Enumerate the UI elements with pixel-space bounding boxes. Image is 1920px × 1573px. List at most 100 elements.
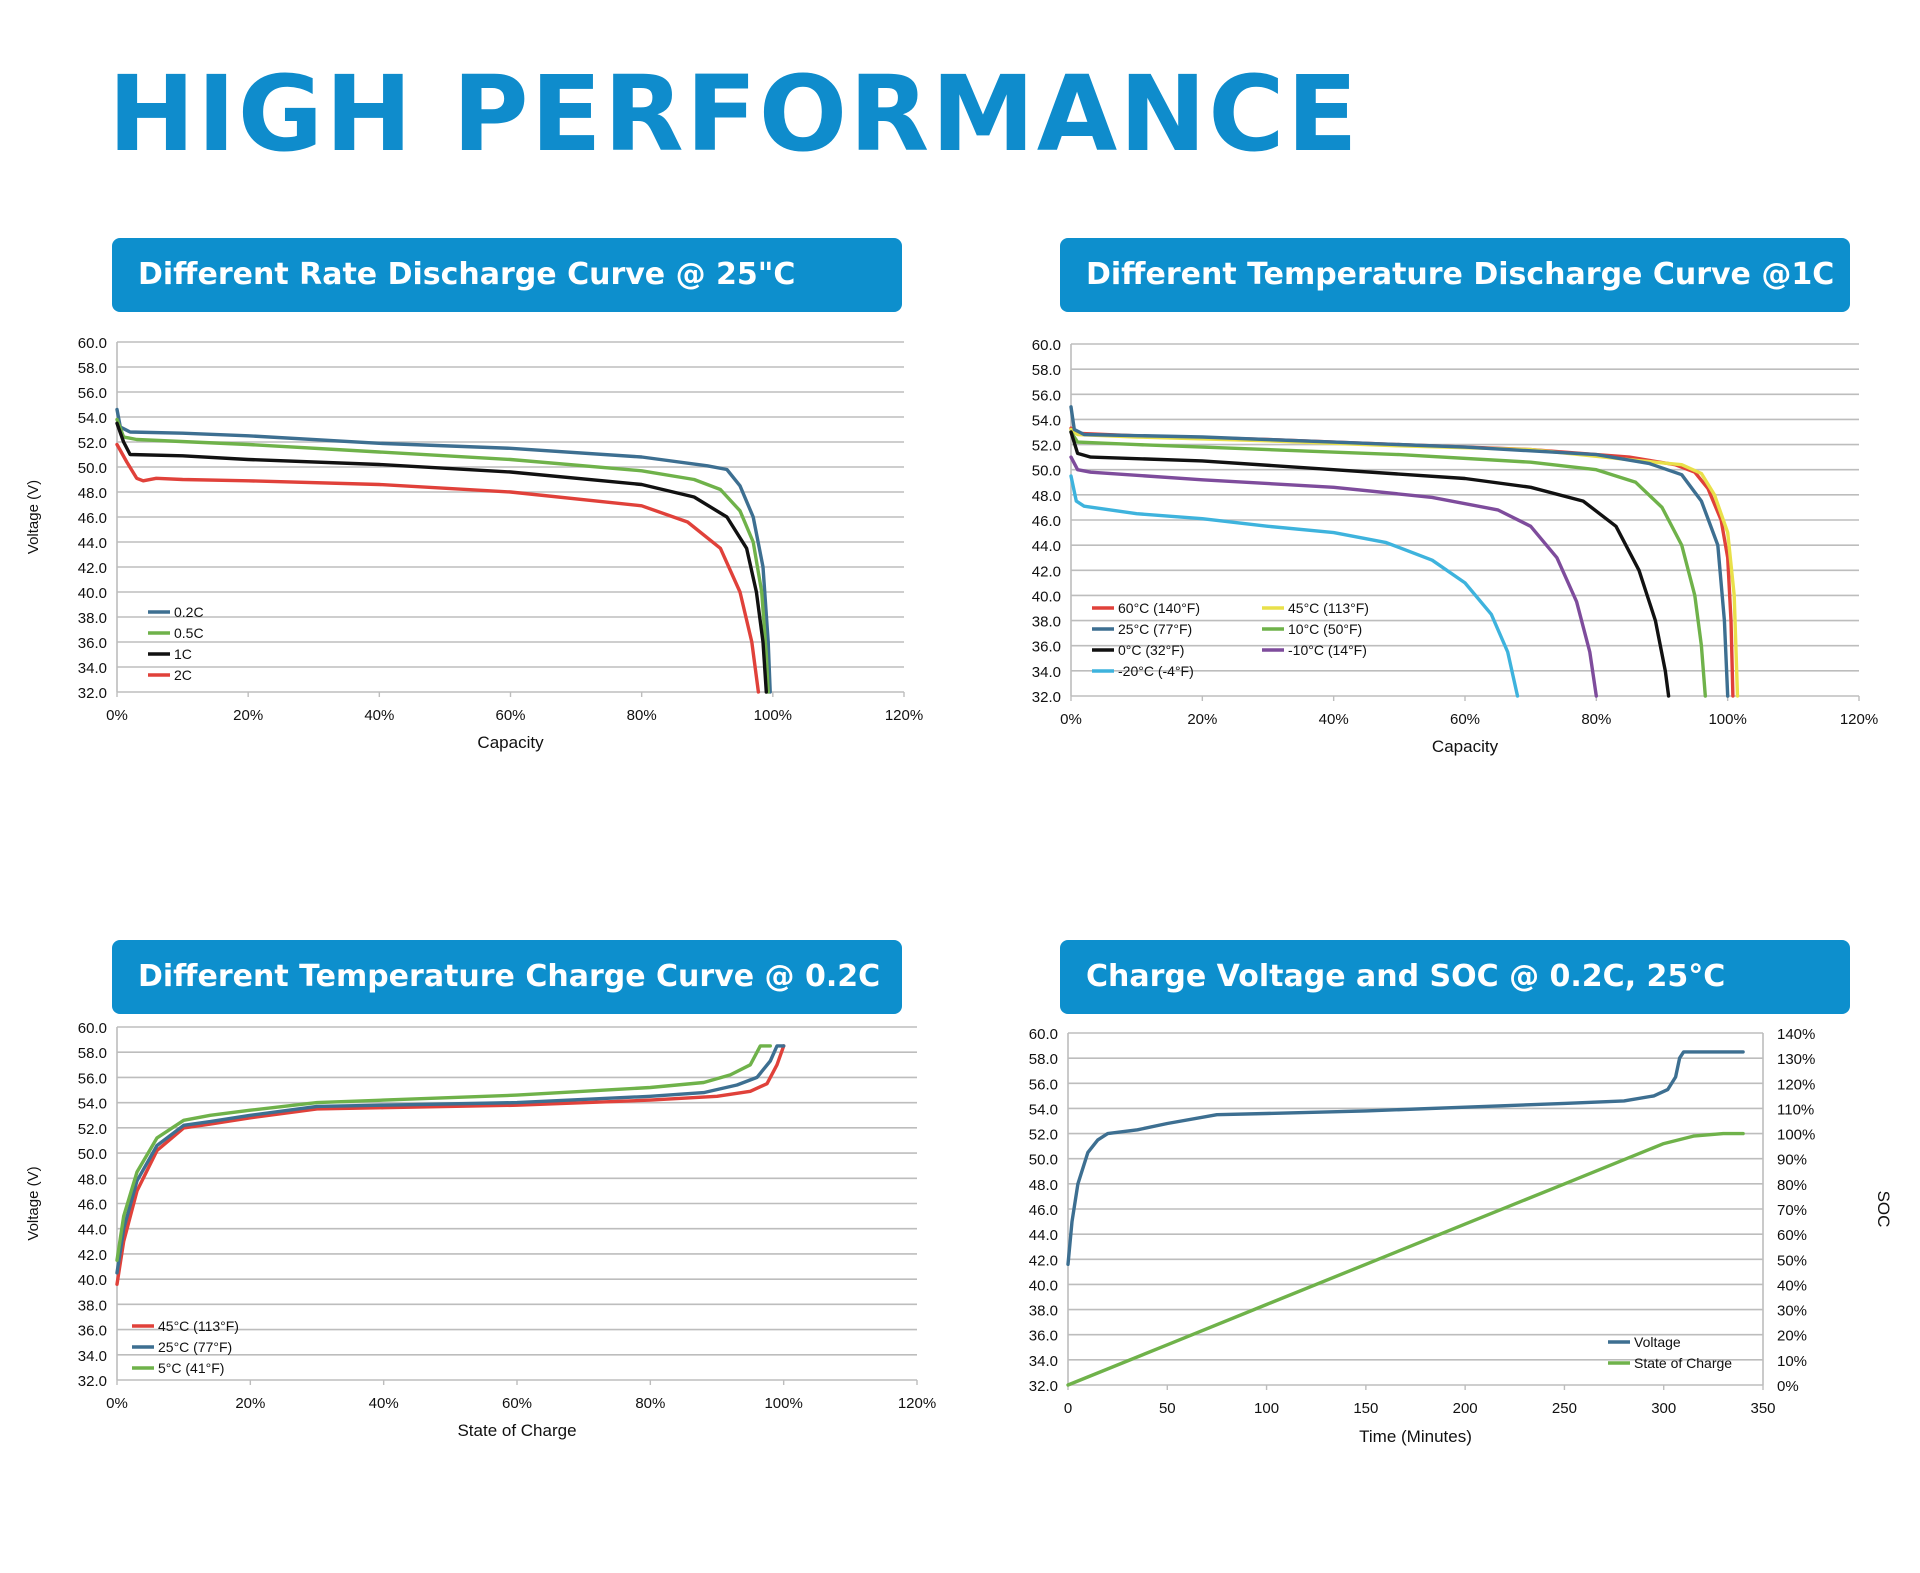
x-tick-label: 40% xyxy=(364,707,394,724)
x-tick-label: 20% xyxy=(233,707,263,724)
y-tick-label: 54.0 xyxy=(78,410,107,427)
y-tick-label: 40.0 xyxy=(78,585,107,602)
legend-label: 25°C (77°F) xyxy=(158,1339,232,1355)
y-tick-label: 48.0 xyxy=(1029,1177,1058,1194)
y-tick-label: 32.0 xyxy=(1032,689,1061,706)
x-tick-label: 100% xyxy=(754,707,792,724)
legend-label: 5°C (41°F) xyxy=(158,1360,224,1376)
series-line-0-5c xyxy=(115,417,770,694)
y-tick-label: 52.0 xyxy=(78,435,107,452)
series-line-state-of-charge xyxy=(1066,1131,1745,1387)
series-line-10-c-14-f xyxy=(1069,455,1599,698)
chart-header-voltage-soc: Charge Voltage and SOC @ 0.2C, 25°C xyxy=(1060,940,1850,1014)
y-axis-label: Voltage (V) xyxy=(25,1166,42,1240)
y-tick-label: 44.0 xyxy=(78,535,107,552)
y-tick-label: 52.0 xyxy=(1029,1127,1058,1144)
x-tick-label: 20% xyxy=(235,1395,265,1412)
legend-label: -20°C (-4°F) xyxy=(1118,663,1194,679)
y2-axis-label: SOC xyxy=(1874,1191,1893,1228)
legend-label: Voltage xyxy=(1634,1334,1681,1350)
y-tick-label: 50.0 xyxy=(1032,463,1061,480)
y-tick-label: 52.0 xyxy=(78,1121,107,1138)
y-tick-label: 50.0 xyxy=(78,460,107,477)
x-tick-label: 250 xyxy=(1552,1400,1577,1417)
y-tick-label: 40.0 xyxy=(78,1272,107,1289)
x-tick-label: 350 xyxy=(1750,1400,1775,1417)
x-tick-label: 40% xyxy=(1319,711,1349,728)
series-line-0-c-32-f xyxy=(1069,430,1671,698)
y2-tick-label: 80% xyxy=(1777,1177,1807,1194)
y-tick-label: 46.0 xyxy=(1029,1202,1058,1219)
y-tick-label: 42.0 xyxy=(1029,1252,1058,1269)
y2-tick-label: 100% xyxy=(1777,1127,1815,1144)
series-line-20-c-4-f xyxy=(1069,474,1520,698)
y-tick-label: 54.0 xyxy=(1032,412,1061,429)
y-tick-label: 32.0 xyxy=(78,1373,107,1390)
legend-label: 0°C (32°F) xyxy=(1118,642,1184,658)
y-tick-label: 42.0 xyxy=(78,1247,107,1264)
legend-label: 45°C (113°F) xyxy=(1288,600,1369,616)
y-tick-label: 46.0 xyxy=(78,1197,107,1214)
y-tick-label: 50.0 xyxy=(78,1146,107,1163)
y-tick-label: 58.0 xyxy=(78,1045,107,1062)
y2-tick-label: 140% xyxy=(1777,1026,1815,1043)
y-tick-label: 44.0 xyxy=(1032,538,1061,555)
y-tick-label: 36.0 xyxy=(78,1323,107,1340)
y-tick-label: 32.0 xyxy=(1029,1378,1058,1395)
y2-tick-label: 10% xyxy=(1777,1353,1807,1370)
y-tick-label: 40.0 xyxy=(1029,1277,1058,1294)
x-tick-label: 50 xyxy=(1159,1400,1176,1417)
series-line-25-c-77-f xyxy=(1069,405,1730,698)
y-tick-label: 50.0 xyxy=(1029,1152,1058,1169)
y-tick-label: 32.0 xyxy=(78,685,107,702)
y2-tick-label: 40% xyxy=(1777,1277,1807,1294)
y-tick-label: 48.0 xyxy=(1032,488,1061,505)
x-tick-label: 0% xyxy=(106,707,128,724)
y2-tick-label: 30% xyxy=(1777,1303,1807,1320)
series-line-10-c-50-f xyxy=(1069,430,1708,698)
x-axis-label: State of Charge xyxy=(457,1421,576,1440)
x-tick-label: 120% xyxy=(885,707,923,724)
page-title: HIGH PERFORMANCE xyxy=(108,53,1360,175)
legend-label: -10°C (14°F) xyxy=(1288,642,1367,658)
y-tick-label: 42.0 xyxy=(1032,563,1061,580)
y-tick-label: 36.0 xyxy=(1029,1328,1058,1345)
y-tick-label: 56.0 xyxy=(78,385,107,402)
legend-label: 25°C (77°F) xyxy=(1118,621,1192,637)
y-tick-label: 34.0 xyxy=(78,1348,107,1365)
legend-label: 2C xyxy=(174,667,192,683)
x-tick-label: 0% xyxy=(1060,711,1082,728)
x-tick-label: 120% xyxy=(1840,711,1878,728)
series-line-25-c-77-f xyxy=(115,1044,786,1275)
y-tick-label: 56.0 xyxy=(78,1070,107,1087)
y-tick-label: 42.0 xyxy=(78,560,107,577)
x-tick-label: 0 xyxy=(1064,1400,1072,1417)
y2-tick-label: 20% xyxy=(1777,1328,1807,1345)
x-tick-label: 0% xyxy=(106,1395,128,1412)
x-tick-label: 200 xyxy=(1453,1400,1478,1417)
legend-label: 45°C (113°F) xyxy=(158,1318,239,1334)
series-line-1c xyxy=(115,421,768,694)
y-tick-label: 38.0 xyxy=(1032,614,1061,631)
x-tick-label: 100 xyxy=(1254,1400,1279,1417)
y-tick-label: 54.0 xyxy=(1029,1101,1058,1118)
y-tick-label: 58.0 xyxy=(1029,1051,1058,1068)
series-line-45-c-113-f xyxy=(115,1044,786,1286)
y2-tick-label: 110% xyxy=(1777,1101,1814,1118)
legend-label: 0.2C xyxy=(174,604,204,620)
x-tick-label: 300 xyxy=(1651,1400,1676,1417)
y2-tick-label: 50% xyxy=(1777,1252,1807,1269)
y-tick-label: 60.0 xyxy=(1032,337,1061,354)
y2-tick-label: 0% xyxy=(1777,1378,1799,1395)
x-tick-label: 80% xyxy=(627,707,657,724)
y-tick-label: 46.0 xyxy=(78,510,107,527)
y-tick-label: 36.0 xyxy=(1032,639,1061,656)
y-tick-label: 58.0 xyxy=(78,360,107,377)
legend-label: State of Charge xyxy=(1634,1355,1732,1371)
legend-label: 0.5C xyxy=(174,625,204,641)
y2-tick-label: 70% xyxy=(1777,1202,1807,1219)
